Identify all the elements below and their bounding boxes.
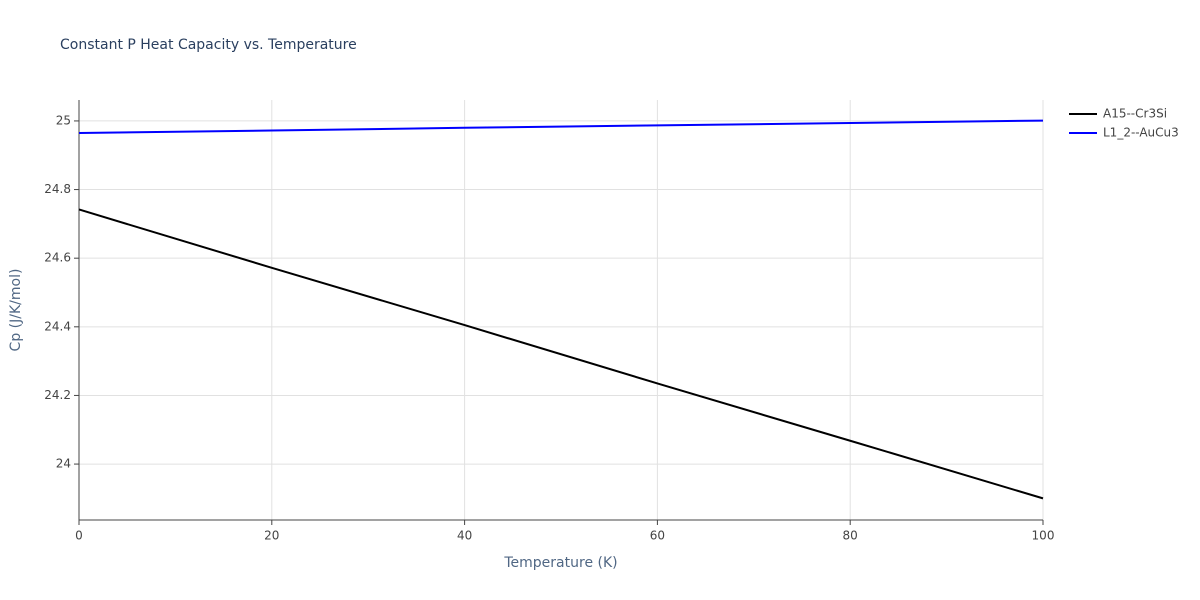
series-line (78, 119, 1044, 134)
y-tick-label: 25 (56, 113, 71, 127)
series-line (78, 208, 1044, 500)
legend-label: A15--Cr3Si (1103, 107, 1167, 121)
chart-title: Constant P Heat Capacity vs. Temperature (60, 37, 357, 53)
x-tick-label: 0 (75, 529, 83, 543)
y-tick-label: 24 (56, 457, 71, 471)
y-tick-label: 24.2 (44, 388, 71, 402)
legend-label: L1_2--AuCu3 (1103, 126, 1179, 140)
y-axis-title: Cp (J/K/mol) (8, 269, 24, 352)
x-tick-label: 100 (1032, 529, 1055, 543)
y-tick-label: 24.4 (44, 319, 71, 333)
x-tick-label: 20 (264, 529, 279, 543)
x-tick-label: 40 (457, 529, 472, 543)
y-tick-label: 24.8 (44, 182, 71, 196)
y-tick-label: 24.6 (44, 251, 71, 265)
x-tick-label: 80 (843, 529, 858, 543)
x-axis-title: Temperature (K) (503, 555, 617, 571)
x-tick-label: 60 (650, 529, 665, 543)
